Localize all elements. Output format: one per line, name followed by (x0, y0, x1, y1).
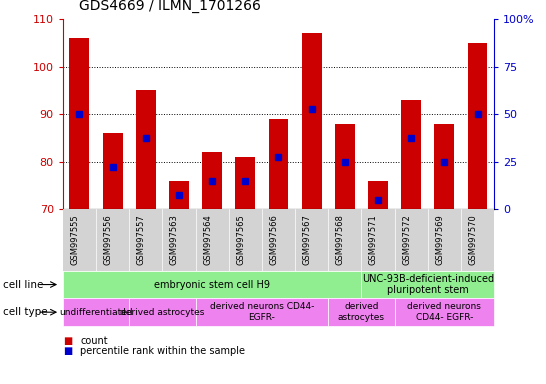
Text: undifferentiated: undifferentiated (59, 308, 133, 317)
Text: embryonic stem cell H9: embryonic stem cell H9 (154, 280, 270, 290)
Text: GSM997556: GSM997556 (104, 215, 112, 265)
Bar (103, 133, 122, 209)
Text: GSM997571: GSM997571 (369, 215, 378, 265)
Bar (401, 100, 421, 209)
Text: cell line: cell line (3, 280, 43, 290)
Bar (467, 43, 488, 209)
Bar (302, 33, 322, 209)
Text: GSM997564: GSM997564 (203, 215, 212, 265)
Text: GSM997568: GSM997568 (336, 215, 345, 265)
Text: GSM997566: GSM997566 (270, 215, 278, 265)
Text: GSM997557: GSM997557 (136, 215, 146, 265)
Text: GSM997572: GSM997572 (402, 215, 411, 265)
Text: UNC-93B-deficient-induced
pluripotent stem: UNC-93B-deficient-induced pluripotent st… (361, 274, 494, 295)
Bar (69, 38, 90, 209)
Text: GSM997555: GSM997555 (70, 215, 79, 265)
Text: GSM997567: GSM997567 (302, 215, 312, 265)
Bar (335, 124, 355, 209)
Bar (202, 152, 222, 209)
Text: GSM997570: GSM997570 (468, 215, 478, 265)
Text: ■: ■ (63, 336, 72, 346)
Bar (435, 124, 454, 209)
Text: derived neurons
CD44- EGFR-: derived neurons CD44- EGFR- (407, 303, 481, 322)
Text: GSM997563: GSM997563 (170, 215, 179, 265)
Text: percentile rank within the sample: percentile rank within the sample (80, 346, 245, 356)
Text: GSM997565: GSM997565 (236, 215, 245, 265)
Text: GDS4669 / ILMN_1701266: GDS4669 / ILMN_1701266 (79, 0, 261, 13)
Text: count: count (80, 336, 108, 346)
Text: derived neurons CD44-
EGFR-: derived neurons CD44- EGFR- (210, 303, 314, 322)
Text: derived
astrocytes: derived astrocytes (338, 303, 385, 322)
Text: cell type: cell type (3, 307, 48, 317)
Bar (169, 181, 189, 209)
Text: derived astrocytes: derived astrocytes (120, 308, 205, 317)
Text: GSM997569: GSM997569 (435, 215, 444, 265)
Bar (136, 91, 156, 209)
Bar (235, 157, 255, 209)
Bar (368, 181, 388, 209)
Bar (269, 119, 288, 209)
Text: ■: ■ (63, 346, 72, 356)
